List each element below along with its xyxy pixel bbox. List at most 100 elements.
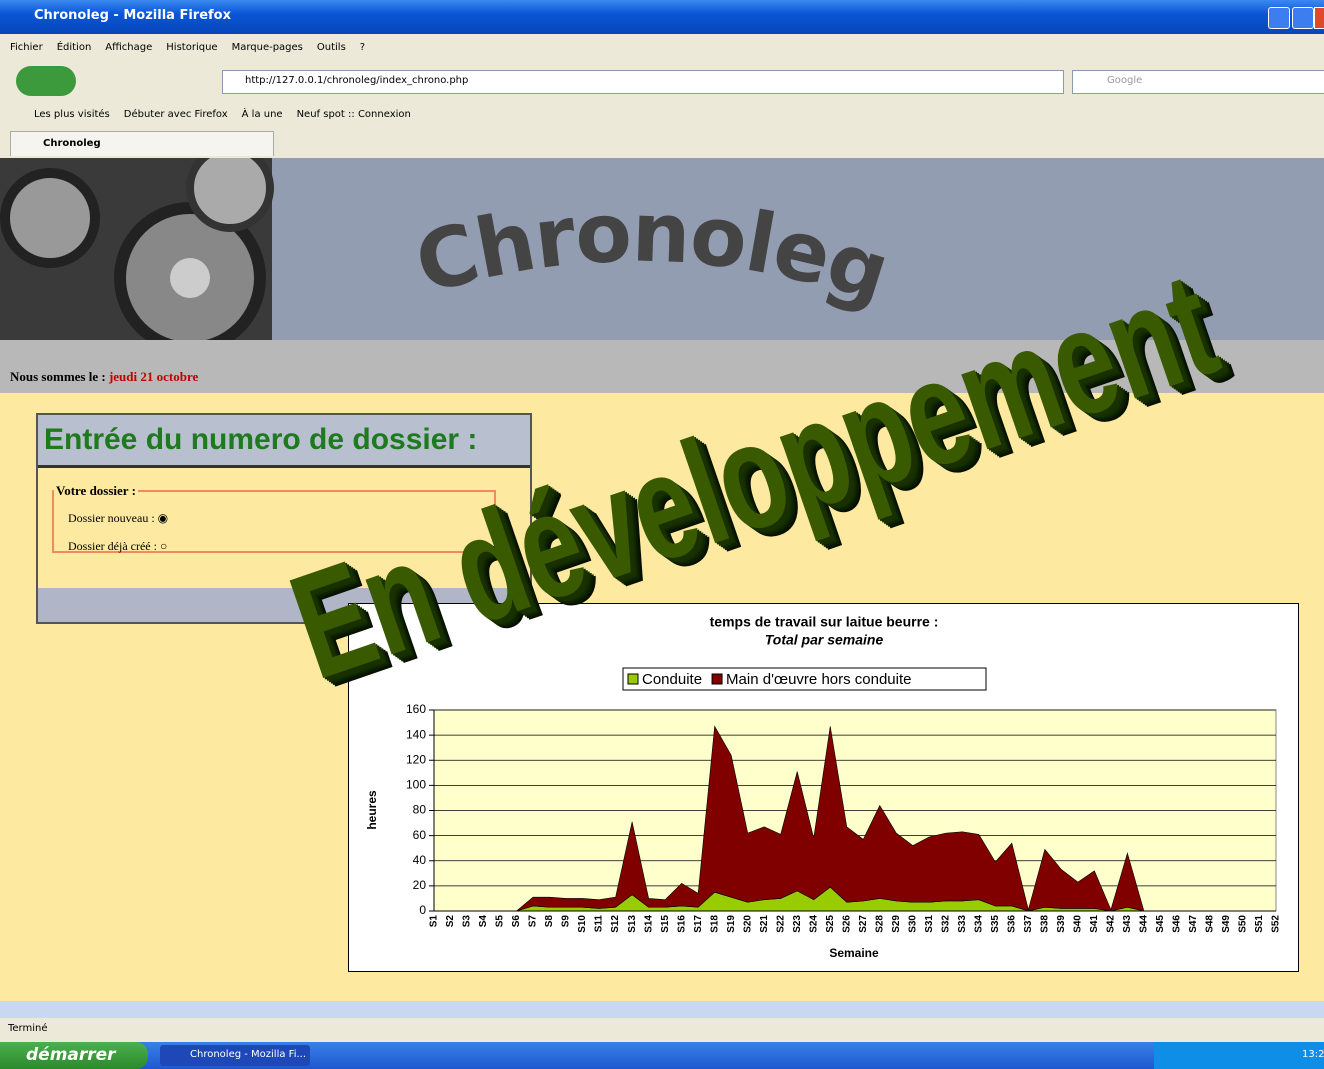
- x-tick-label: S41: [1089, 915, 1100, 933]
- x-tick-label: S49: [1221, 915, 1232, 933]
- x-tick-label: S9: [561, 915, 572, 928]
- tray: 13:2: [1154, 1042, 1324, 1069]
- menu-item[interactable]: Outils: [316, 42, 346, 53]
- url-field[interactable]: http://127.0.0.1/chronoleg/index_chrono.…: [222, 70, 1064, 94]
- x-tick-label: S10: [577, 915, 588, 933]
- search-field[interactable]: Google: [1072, 70, 1324, 94]
- status: Terminé: [8, 1023, 48, 1034]
- x-tick-label: S30: [907, 915, 918, 933]
- chart-subtitle: Total par semaine: [765, 632, 884, 648]
- bookmark[interactable]: Les plus visités: [34, 109, 110, 120]
- x-tick-label: S26: [841, 915, 852, 933]
- x-tick-label: S52: [1271, 915, 1282, 933]
- x-tick-label: S28: [874, 915, 885, 933]
- clock: 13:2: [1302, 1049, 1324, 1060]
- x-tick-label: S18: [709, 915, 720, 933]
- form-title: Entrée du numero de dossier :: [44, 423, 478, 456]
- banner-title-path: Chronoleg: [406, 186, 900, 322]
- window-title: Chronoleg - Mozilla Firefox: [34, 8, 231, 23]
- x-tick-label: S45: [1155, 915, 1166, 933]
- area: [434, 725, 1276, 912]
- x-tick-label: S25: [825, 915, 836, 933]
- x-tick-label: S15: [660, 915, 671, 933]
- date-band: Nous sommes le : jeudi 21 octobre: [0, 340, 1324, 393]
- minimize[interactable]: [1268, 7, 1290, 29]
- x-tick-label: S34: [973, 915, 984, 933]
- tab-label: Chronoleg: [43, 138, 101, 149]
- h-scrollbar[interactable]: [0, 1001, 1324, 1018]
- x-tick-label: S2: [445, 915, 456, 928]
- task-label: Chronoleg - Mozilla Fi...: [190, 1049, 307, 1060]
- menu-item[interactable]: Édition: [56, 42, 92, 53]
- x-tick-label: S48: [1205, 915, 1216, 933]
- x-tick-label: S11: [594, 915, 605, 933]
- bookmark[interactable]: À la une: [241, 109, 283, 120]
- chart: temps de travail sur laitue beurre : Tot…: [348, 603, 1299, 972]
- x-tick-label: S6: [511, 915, 522, 928]
- x-tick-label: S23: [792, 915, 803, 933]
- date-line: Nous sommes le : jeudi 21 octobre: [10, 369, 198, 385]
- menu-item[interactable]: Marque-pages: [231, 42, 303, 53]
- x-tick-label: S38: [1040, 915, 1051, 933]
- y-tick-label: 20: [413, 878, 427, 892]
- x-tick-label: S16: [676, 915, 687, 933]
- chart-title: temps de travail sur laitue beurre :: [710, 614, 939, 630]
- radio[interactable]: ○: [159, 539, 168, 553]
- x-tick-label: S5: [495, 915, 506, 928]
- back-forward[interactable]: [16, 66, 76, 96]
- y-tick-label: 40: [413, 853, 427, 867]
- menu-item[interactable]: Fichier: [10, 42, 43, 53]
- bookmark[interactable]: Débuter avec Firefox: [123, 109, 228, 120]
- x-tick-label: S20: [742, 915, 753, 933]
- gear: [170, 258, 210, 298]
- x-tick-label: S17: [693, 915, 704, 933]
- url: http://127.0.0.1/chronoleg/index_chrono.…: [245, 75, 469, 86]
- x-tick-label: S44: [1139, 915, 1150, 933]
- fieldset: Votre dossier : Dossier nouveau : ◉ Doss…: [52, 483, 496, 553]
- form-box: Entrée du numero de dossier : Votre doss…: [36, 413, 532, 624]
- bookmarks-bar: Les plus visités Débuter avec Firefox À la…: [34, 109, 425, 120]
- tab[interactable]: Chronoleg: [10, 131, 274, 156]
- radio[interactable]: ◉: [157, 511, 169, 525]
- nav-bar: http://127.0.0.1/chronoleg/index_chrono.…: [0, 60, 1324, 104]
- y-tick-label: 60: [413, 828, 427, 842]
- y-tick-label: 160: [406, 702, 426, 716]
- y-tick-label: 140: [406, 727, 426, 741]
- x-tick-label: S13: [627, 915, 638, 933]
- y-tick-label: 80: [413, 803, 427, 817]
- x-tick-label: S32: [940, 915, 951, 933]
- date-prefix: Nous sommes le :: [10, 369, 106, 384]
- x-tick-label: S8: [544, 915, 555, 928]
- page: Chronoleg Nous sommes le : jeudi 21 octo…: [0, 158, 1324, 1001]
- x-tick-label: S36: [1006, 915, 1017, 933]
- x-tick-label: S29: [891, 915, 902, 933]
- x-tick-label: S37: [1023, 915, 1034, 933]
- x-tick-label: S47: [1188, 915, 1199, 933]
- legend-label: Main d'œuvre hors conduite: [726, 671, 911, 688]
- x-tick-label: S14: [643, 915, 654, 933]
- start-button[interactable]: démarrer: [0, 1042, 148, 1069]
- gear: [0, 168, 100, 268]
- fieldset-legend: Votre dossier :: [56, 483, 136, 498]
- x-tick-label: S33: [957, 915, 968, 933]
- search: Google: [1107, 75, 1143, 86]
- x-tick-label: S19: [726, 915, 737, 933]
- y-axis-label: heures: [365, 790, 379, 830]
- menu-item[interactable]: Historique: [166, 42, 218, 53]
- close[interactable]: [1314, 7, 1324, 29]
- x-tick-label: S3: [462, 915, 473, 928]
- x-axis-label: Semaine: [829, 946, 879, 960]
- task-button[interactable]: Chronoleg - Mozilla Fi...: [160, 1045, 310, 1066]
- start-label: démarrer: [26, 1045, 116, 1065]
- banner-title: Chronoleg: [406, 186, 900, 322]
- x-tick-label: S21: [759, 915, 770, 933]
- maximize[interactable]: [1292, 7, 1314, 29]
- x-tick-label: S4: [478, 915, 489, 928]
- bookmark[interactable]: Neuf spot :: Connexion: [296, 109, 411, 120]
- x-tick-label: S31: [924, 915, 935, 933]
- menu-item[interactable]: ?: [359, 42, 366, 53]
- x-tick-label: S27: [858, 915, 869, 933]
- x-tick-label: S40: [1073, 915, 1084, 933]
- menu-item[interactable]: Affichage: [105, 42, 153, 53]
- option-label: Dossier nouveau :: [68, 511, 155, 525]
